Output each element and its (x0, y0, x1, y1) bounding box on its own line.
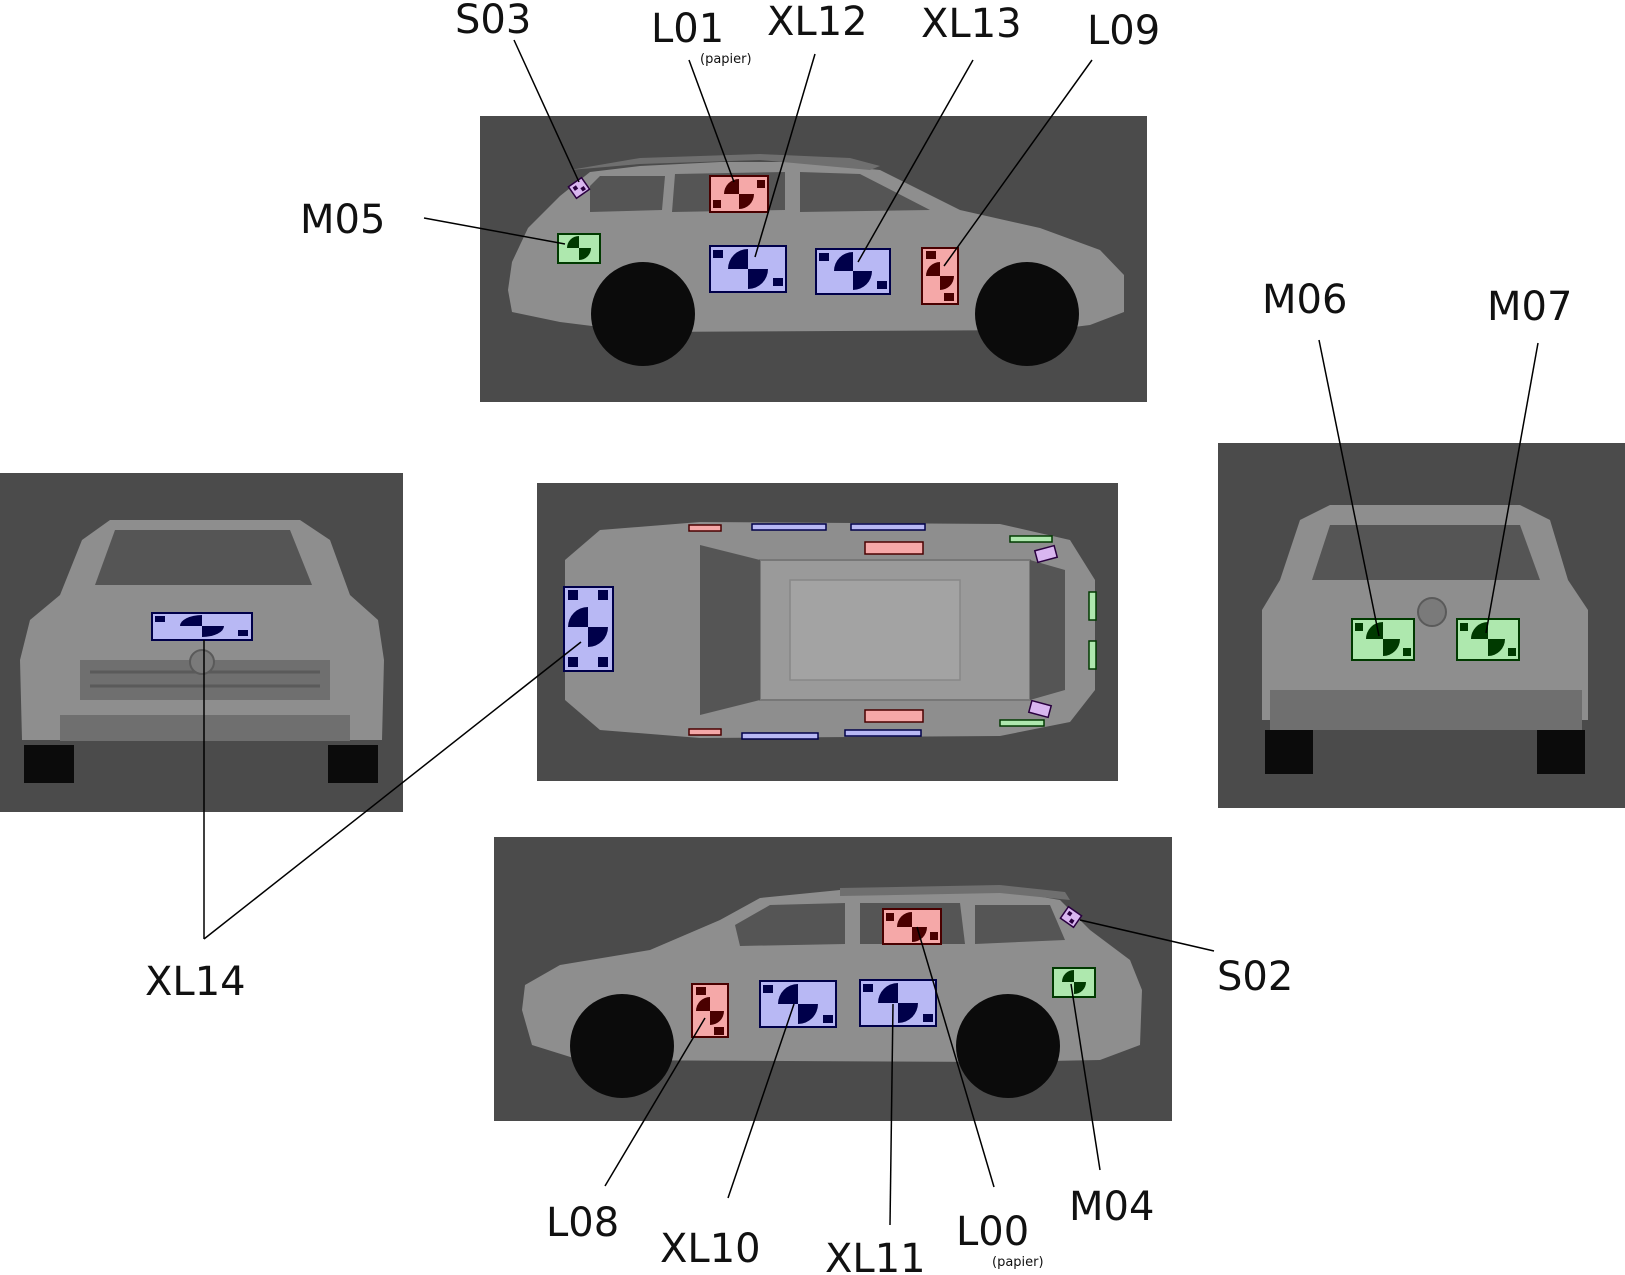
target-L01 (709, 175, 769, 213)
right-side-view (494, 837, 1172, 1121)
label-L01: L01 (651, 6, 724, 52)
label-L08: L08 (546, 1200, 619, 1246)
target-XL11 (859, 979, 937, 1027)
target-labels: S03 L01 (papier) XL12 XL13 L09 M05 M06 M… (145, 0, 1572, 1275)
rear-view (1218, 443, 1625, 808)
target-M06 (1351, 618, 1415, 661)
label-M05: M05 (300, 197, 385, 243)
target-XL12 (709, 245, 787, 293)
front-view (0, 473, 403, 812)
label-L09: L09 (1087, 8, 1160, 54)
target-S03 (567, 176, 591, 200)
label-L01-note: (papier) (700, 52, 752, 67)
label-L00: L00 (956, 1209, 1029, 1255)
target-L00 (882, 908, 942, 945)
target-XL13 (815, 248, 891, 295)
leader-lines (203, 39, 1539, 1226)
target-L09 (921, 247, 959, 305)
label-XL14: XL14 (145, 959, 246, 1005)
label-L00-note: (papier) (992, 1255, 1044, 1270)
label-S02: S02 (1217, 954, 1293, 1000)
target-M04 (1052, 967, 1096, 998)
target-M05 (557, 233, 601, 264)
target-M07 (1456, 618, 1520, 661)
label-XL13: XL13 (921, 1, 1022, 47)
target-XL14-front (151, 612, 253, 641)
label-XL11: XL11 (825, 1236, 926, 1275)
target-S02 (1059, 905, 1083, 929)
top-view (537, 483, 1118, 781)
label-M06: M06 (1262, 277, 1347, 323)
target-XL10 (759, 980, 837, 1028)
target-XL14-top (563, 586, 614, 672)
left-side-view (480, 116, 1147, 402)
label-M04: M04 (1069, 1184, 1154, 1230)
label-XL10: XL10 (660, 1226, 761, 1272)
label-M07: M07 (1487, 284, 1572, 330)
top-view-targets (688, 523, 1097, 740)
target-L08 (691, 983, 729, 1038)
label-XL12: XL12 (767, 0, 868, 45)
label-S03: S03 (455, 0, 531, 43)
